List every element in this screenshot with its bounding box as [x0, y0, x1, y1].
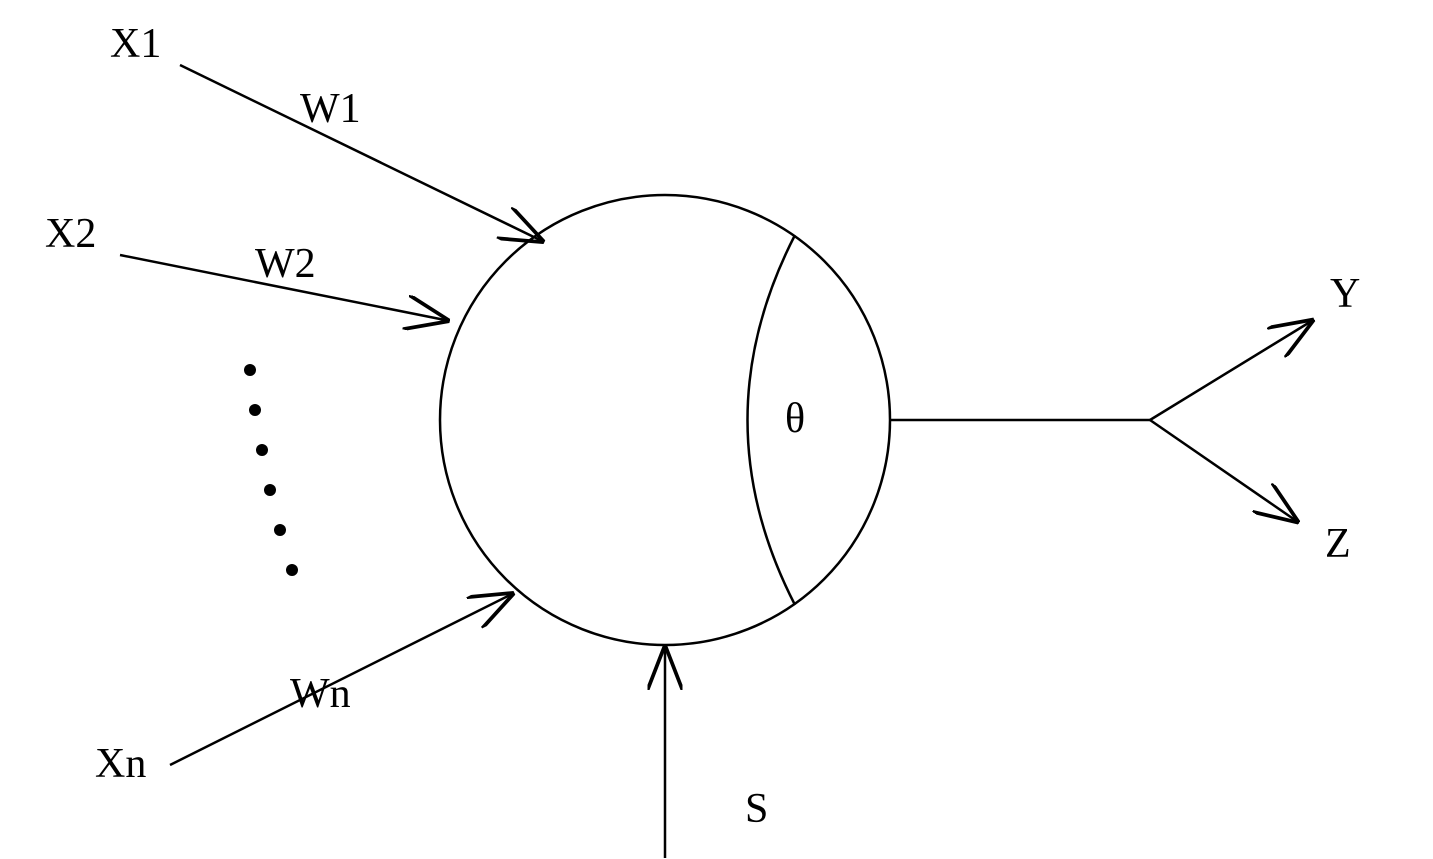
input-w-label-1: W2	[255, 240, 316, 288]
input-x-label-2: Xn	[95, 740, 146, 788]
input-x-label-0: X1	[110, 20, 161, 68]
ellipsis-dot-2	[256, 444, 268, 456]
ellipsis-dot-3	[264, 484, 276, 496]
diagram-svg	[0, 0, 1433, 859]
input-x-label-1: X2	[45, 210, 96, 258]
neuron-diagram: X1 W1 X2 W2 Xn Wn θ S Y Z	[0, 0, 1433, 859]
ellipsis-dot-0	[244, 364, 256, 376]
neuron-body-circle	[440, 195, 890, 645]
input-w-label-0: W1	[300, 85, 361, 133]
ellipsis-dot-4	[274, 524, 286, 536]
ellipsis-dot-1	[249, 404, 261, 416]
ellipsis-dot-5	[286, 564, 298, 576]
s-label: S	[745, 785, 768, 833]
input-w-label-2: Wn	[290, 670, 351, 718]
output-label-y: Y	[1330, 270, 1360, 318]
output-label-z: Z	[1325, 520, 1351, 568]
theta-label: θ	[785, 395, 805, 443]
